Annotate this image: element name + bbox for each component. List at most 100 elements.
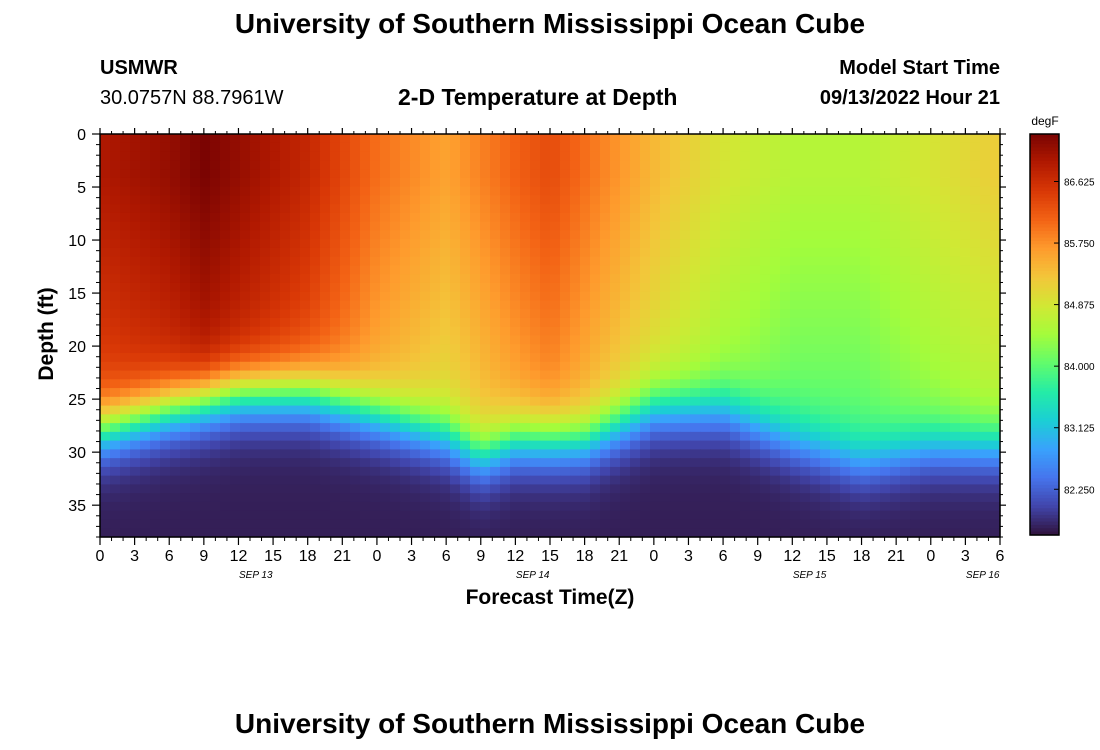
heatmap-cell <box>870 484 881 494</box>
heatmap-cell <box>130 388 141 398</box>
heatmap-cell <box>190 239 201 249</box>
heatmap-cell <box>180 230 191 240</box>
heatmap-cell <box>150 160 161 170</box>
heatmap-cell <box>750 405 761 415</box>
heatmap-cell <box>530 405 541 415</box>
heatmap-cell <box>640 405 651 415</box>
station-id: USMWR <box>100 57 178 79</box>
heatmap-cell <box>860 466 871 477</box>
heatmap-cell <box>280 528 291 538</box>
heatmap-cell <box>950 414 961 424</box>
heatmap-cell <box>660 195 671 205</box>
heatmap-cell <box>960 519 971 529</box>
heatmap-cell <box>690 405 701 415</box>
heatmap-cell <box>600 195 611 205</box>
heatmap-cell <box>430 160 441 170</box>
heatmap-cell <box>920 405 931 415</box>
heatmap-cell <box>730 291 741 302</box>
heatmap-cell <box>130 501 141 512</box>
heatmap-cell <box>170 151 181 161</box>
x-tick-label: 6 <box>996 548 1005 565</box>
heatmap-cell <box>380 134 391 144</box>
heatmap-cell <box>590 212 601 223</box>
heatmap-cell <box>720 388 731 398</box>
heatmap-cell <box>310 230 321 240</box>
heatmap-cell <box>940 388 951 398</box>
heatmap-cell <box>670 431 681 442</box>
heatmap-cell <box>930 309 941 319</box>
heatmap-cell <box>900 510 911 521</box>
heatmap-cell <box>430 475 441 486</box>
heatmap-cell <box>770 353 781 363</box>
heatmap-cell <box>790 247 801 258</box>
heatmap-cell <box>370 177 381 188</box>
heatmap-cell <box>400 440 411 450</box>
heatmap-cell <box>650 186 661 196</box>
heatmap-cell <box>540 475 551 486</box>
heatmap-cell <box>800 379 811 389</box>
heatmap-cell <box>730 458 741 468</box>
heatmap-cell <box>290 317 301 328</box>
heatmap-cell <box>250 519 261 529</box>
heatmap-cell <box>660 510 671 521</box>
heatmap-cell <box>650 265 661 275</box>
heatmap-cell <box>410 326 421 337</box>
heatmap-cell <box>270 510 281 521</box>
heatmap-cell <box>400 405 411 415</box>
heatmap-cell <box>390 388 401 398</box>
heatmap-cell <box>710 510 721 521</box>
heatmap-cell <box>350 335 361 345</box>
heatmap-cell <box>890 423 901 433</box>
colorbar-segment <box>1030 414 1059 419</box>
heatmap-cell <box>730 370 741 380</box>
heatmap-cell <box>530 510 541 521</box>
heatmap-cell <box>780 326 791 337</box>
heatmap-cell <box>870 353 881 363</box>
heatmap-cell <box>640 169 651 179</box>
heatmap-cell <box>600 282 611 293</box>
heatmap-cell <box>120 265 131 275</box>
heatmap-cell <box>240 239 251 249</box>
heatmap-cell <box>730 142 741 153</box>
heatmap-cell <box>790 501 801 512</box>
heatmap-cell <box>930 291 941 302</box>
heatmap-cell <box>260 519 271 529</box>
heatmap-cell <box>230 440 241 450</box>
heatmap-cell <box>420 274 431 284</box>
heatmap-cell <box>630 405 641 415</box>
heatmap-cell <box>790 423 801 433</box>
heatmap-cell <box>870 212 881 223</box>
heatmap-cell <box>700 151 711 161</box>
heatmap-cell <box>490 317 501 328</box>
heatmap-cell <box>710 282 721 293</box>
heatmap-cell <box>840 317 851 328</box>
heatmap-cell <box>780 142 791 153</box>
heatmap-cell <box>700 353 711 363</box>
heatmap-cell <box>200 458 211 468</box>
heatmap-cell <box>890 388 901 398</box>
heatmap-cell <box>880 309 891 319</box>
heatmap-cell <box>520 449 531 459</box>
heatmap-cell <box>110 230 121 240</box>
heatmap-cell <box>970 528 981 538</box>
heatmap-cell <box>510 405 521 415</box>
heatmap-cell <box>730 177 741 188</box>
heatmap-cell <box>700 239 711 249</box>
heatmap-cell <box>260 466 271 477</box>
heatmap-cell <box>950 282 961 293</box>
heatmap-cell <box>530 177 541 188</box>
heatmap-cell <box>950 239 961 249</box>
heatmap-cell <box>890 449 901 459</box>
heatmap-cell <box>290 256 301 267</box>
x-tick-label: 18 <box>299 548 317 565</box>
heatmap-cell <box>740 142 751 153</box>
heatmap-cell <box>820 361 831 372</box>
heatmap-cell <box>140 212 151 223</box>
heatmap-cell <box>530 230 541 240</box>
colorbar-segment <box>1030 137 1059 142</box>
heatmap-cell <box>140 423 151 433</box>
heatmap-cell <box>880 458 891 468</box>
heatmap-cell <box>850 414 861 424</box>
heatmap-cell <box>700 256 711 267</box>
heatmap-cell <box>730 466 741 477</box>
